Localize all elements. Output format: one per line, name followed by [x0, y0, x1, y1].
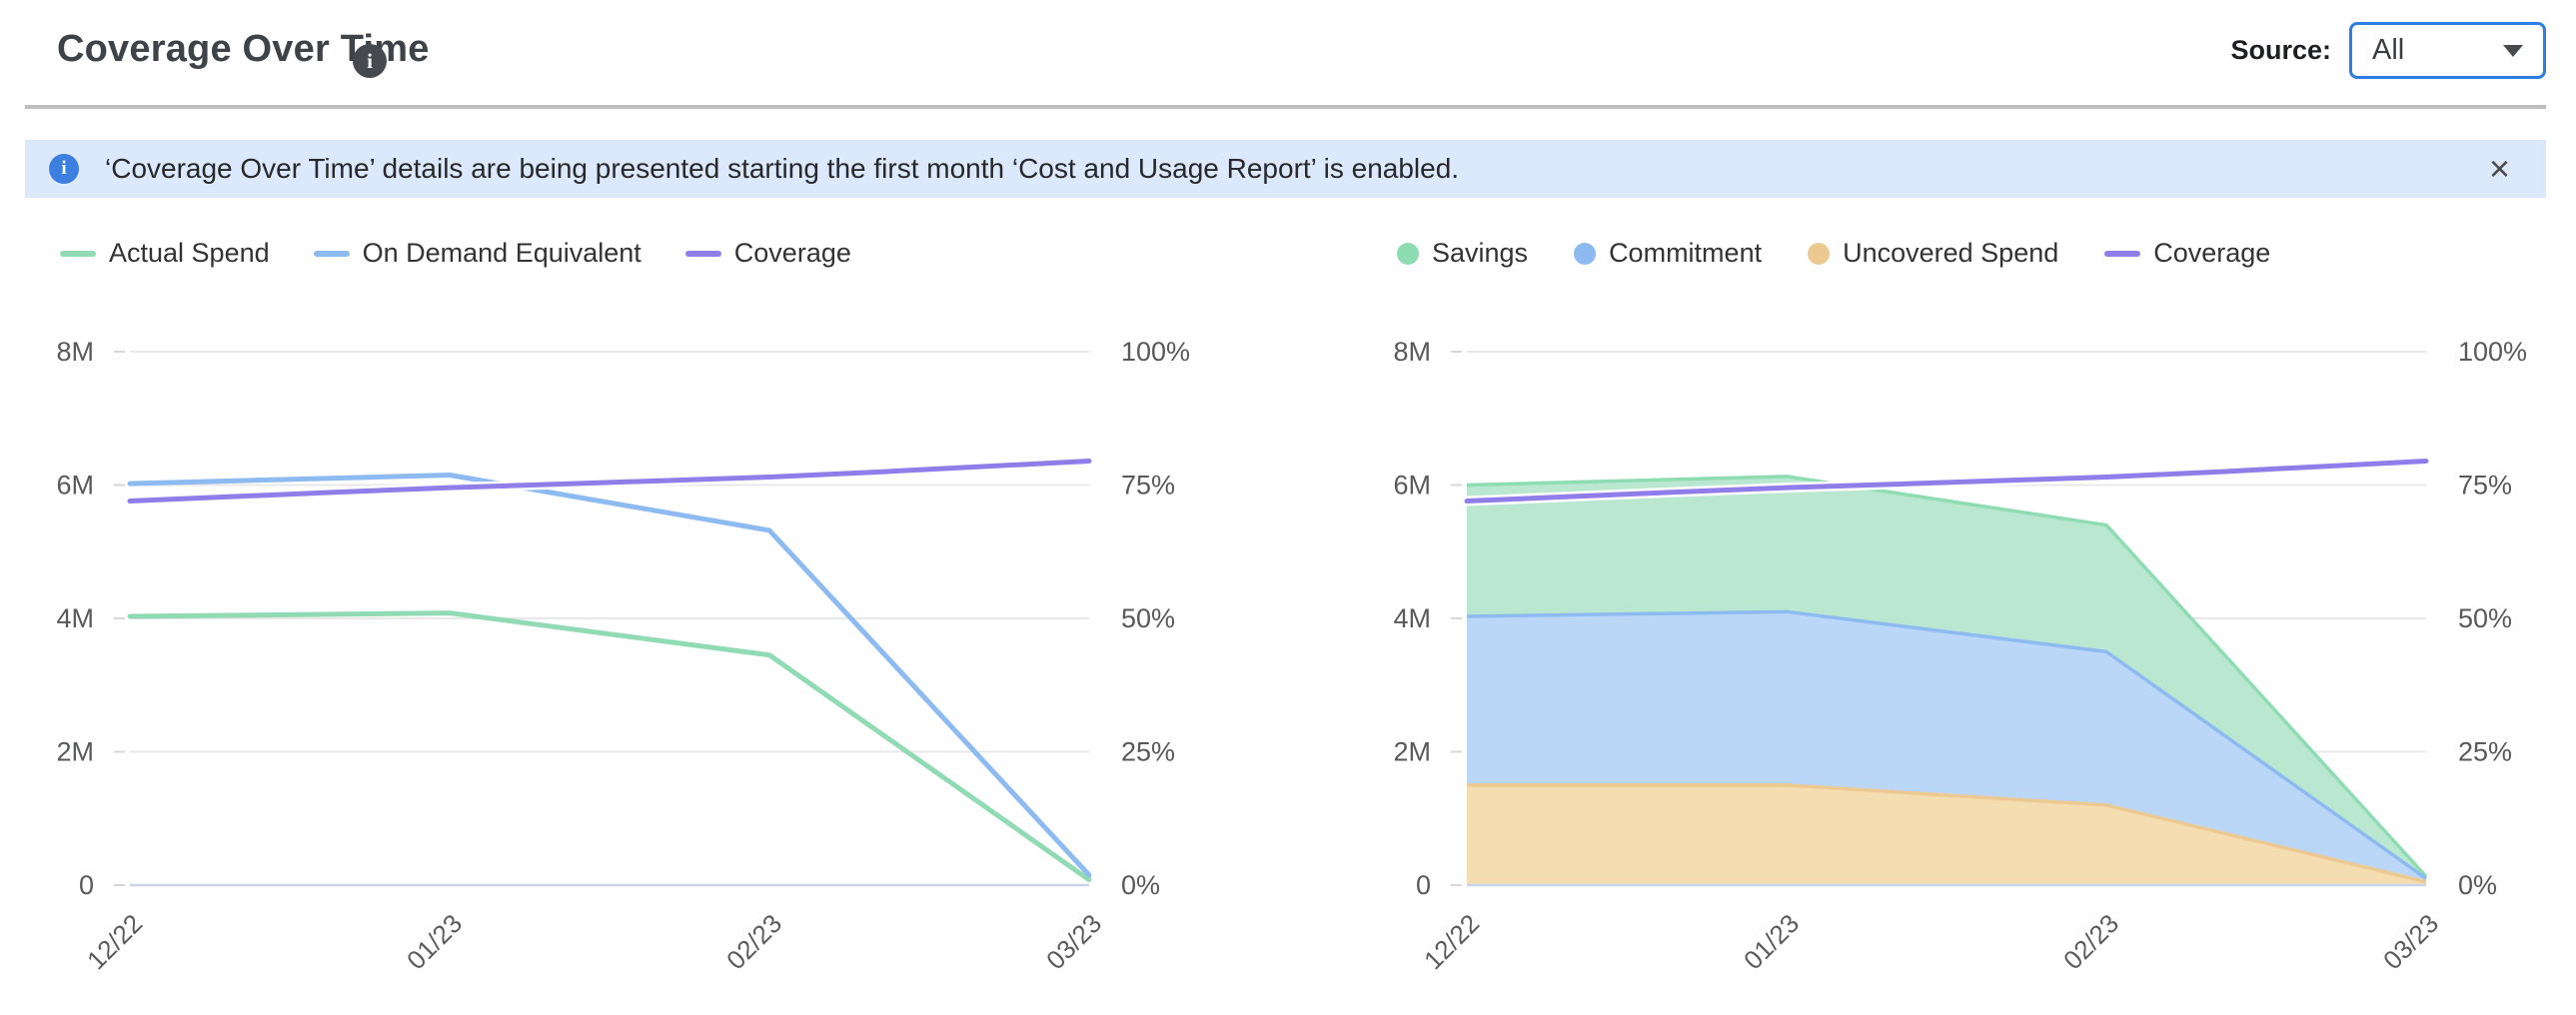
- chart-svg-left[interactable]: 8M 100% 6M 75% 4M 50% 2M 25% 0 0% 12/22 01/23 02/23 0…: [38, 328, 1247, 1015]
- gridlines: [114, 351, 1089, 886]
- svg-text:0%: 0%: [1121, 870, 1160, 900]
- svg-text:75%: 75%: [2458, 471, 2512, 501]
- legend-line-chart: Actual Spend On Demand Equivalent Covera…: [60, 238, 851, 269]
- area-uncovered-spend[interactable]: [1467, 784, 2426, 885]
- legend-dot-marker: [1808, 242, 1831, 265]
- legend-line-marker: [684, 250, 721, 257]
- header-divider: [25, 105, 2546, 109]
- legend-item-savings[interactable]: Savings: [1397, 238, 1528, 269]
- svg-text:4M: 4M: [1393, 603, 1431, 633]
- svg-text:6M: 6M: [1393, 471, 1431, 501]
- svg-text:50%: 50%: [2458, 603, 2512, 633]
- legend-label: Uncovered Spend: [1843, 238, 2059, 268]
- svg-text:03/23: 03/23: [2377, 908, 2444, 975]
- svg-text:4M: 4M: [56, 603, 94, 633]
- spend-line-chart[interactable]: 8M 100% 6M 75% 4M 50% 2M 25% 0 0% 12/22 01/23 02/23 0…: [38, 328, 1247, 1015]
- svg-text:8M: 8M: [1393, 337, 1431, 367]
- series-coverage[interactable]: [1464, 458, 2429, 505]
- area-edge-commitment: [1466, 609, 2428, 880]
- legend-item-actual-spend[interactable]: Actual Spend: [60, 238, 270, 269]
- legend-label: Actual Spend: [109, 238, 270, 268]
- area-edge-savings: [1466, 475, 2428, 878]
- area-series: [1467, 476, 2426, 885]
- svg-text:02/23: 02/23: [720, 908, 787, 975]
- svg-text:2M: 2M: [1393, 737, 1431, 767]
- line-series: [125, 456, 1094, 883]
- legend-dot-marker: [1574, 242, 1597, 265]
- area-edge-uncovered-spend: [1467, 783, 2427, 884]
- legend-area-chart: Savings Commitment Uncovered Spend Cover…: [1397, 238, 2270, 269]
- svg-text:01/23: 01/23: [1738, 908, 1805, 975]
- svg-text:100%: 100%: [2458, 337, 2527, 367]
- banner-text: ‘Coverage Over Time’ details are being p…: [105, 153, 1460, 184]
- svg-text:25%: 25%: [1121, 737, 1175, 767]
- banner-info-icon: i: [49, 154, 79, 184]
- source-row: Source: All: [2230, 22, 2546, 79]
- legend-label: Commitment: [1609, 238, 1763, 268]
- svg-text:8M: 8M: [56, 337, 94, 367]
- source-label: Source:: [2230, 35, 2331, 65]
- legend-dot-marker: [1397, 242, 1419, 265]
- svg-text:0: 0: [79, 870, 94, 900]
- legend-label: Savings: [1432, 238, 1529, 268]
- svg-text:02/23: 02/23: [2057, 908, 2124, 975]
- info-icon[interactable]: i: [353, 44, 387, 78]
- source-dropdown[interactable]: All: [2349, 22, 2546, 79]
- chevron-down-icon: [2503, 44, 2523, 57]
- svg-text:50%: 50%: [1121, 603, 1175, 633]
- svg-text:01/23: 01/23: [401, 908, 468, 975]
- svg-text:12/22: 12/22: [1418, 908, 1485, 975]
- info-banner: i ‘Coverage Over Time’ details are being…: [25, 140, 2546, 198]
- legend-item-commitment[interactable]: Commitment: [1574, 238, 1762, 269]
- svg-text:75%: 75%: [1121, 471, 1175, 501]
- legend-item-coverage[interactable]: Coverage: [684, 238, 851, 269]
- svg-text:03/23: 03/23: [1040, 908, 1107, 975]
- area-edges: [1466, 475, 2428, 884]
- banner-close-button[interactable]: ×: [2488, 148, 2510, 189]
- series-on-demand-equivalent[interactable]: [127, 472, 1092, 878]
- svg-text:2M: 2M: [56, 737, 94, 767]
- legend-line-marker: [313, 250, 350, 257]
- svg-text:100%: 100%: [1121, 337, 1190, 367]
- legend-item-on-demand-equivalent[interactable]: On Demand Equivalent: [313, 238, 642, 269]
- legend-label: On Demand Equivalent: [362, 238, 642, 268]
- legend-item-coverage[interactable]: Coverage: [2104, 238, 2270, 269]
- chart-svg-right[interactable]: 8M 100% 6M 75% 4M 50% 2M 25% 0 0% 12/22 01/23 02/23 0…: [1375, 328, 2576, 1015]
- svg-text:12/22: 12/22: [81, 908, 148, 975]
- svg-text:6M: 6M: [56, 471, 94, 501]
- source-dropdown-value: All: [2372, 34, 2405, 66]
- legend-line-marker: [60, 250, 96, 257]
- svg-text:0%: 0%: [2458, 870, 2497, 900]
- svg-text:0: 0: [1416, 870, 1431, 900]
- svg-text:25%: 25%: [2458, 737, 2512, 767]
- legend-label: Coverage: [733, 238, 851, 268]
- line-series: [1462, 456, 2431, 507]
- series-actual-spend[interactable]: [127, 610, 1092, 883]
- legend-item-uncovered-spend[interactable]: Uncovered Spend: [1808, 238, 2058, 269]
- coverage-area-chart[interactable]: 8M 100% 6M 75% 4M 50% 2M 25% 0 0% 12/22 01/23 02/23 0…: [1375, 328, 2576, 1015]
- legend-line-marker: [2104, 250, 2141, 257]
- series-coverage[interactable]: [127, 458, 1092, 505]
- axis-labels: 8M 100% 6M 75% 4M 50% 2M 25% 0 0% 12/22 01/23 02/23 0…: [56, 337, 1190, 975]
- legend-label: Coverage: [2153, 238, 2271, 268]
